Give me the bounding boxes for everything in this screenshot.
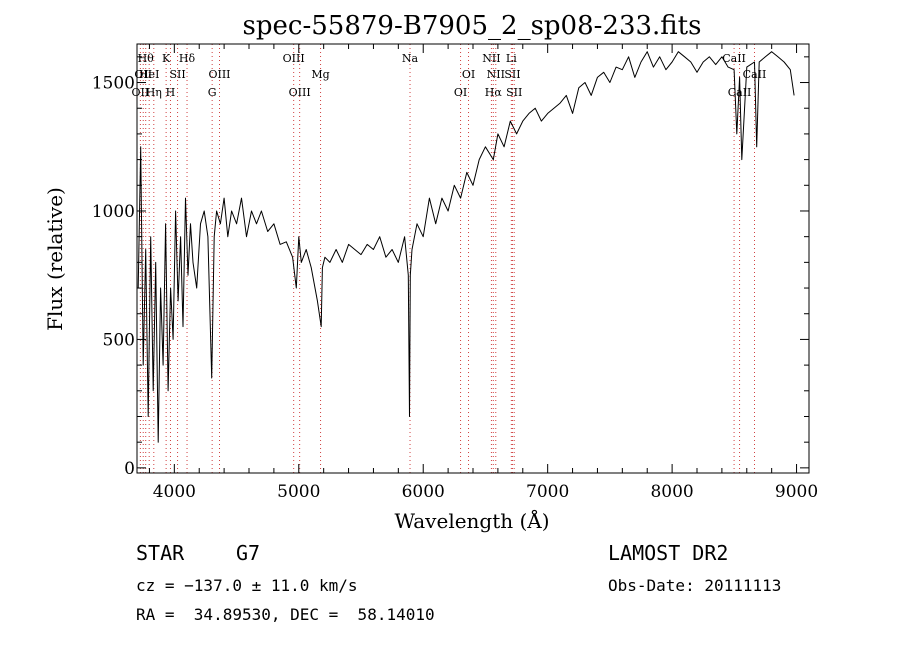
line-marker-label-12: OIII	[289, 86, 311, 99]
line-marker-label-9: G	[208, 86, 217, 99]
line-marker-label-0: OII	[132, 86, 150, 99]
x-tick-label-1: 5000	[277, 482, 320, 502]
object-subclass: G7	[236, 541, 261, 565]
line-marker-label-4: Hη	[146, 86, 162, 99]
axis-ticks	[137, 44, 809, 473]
line-marker-label-2: Hθ	[138, 52, 155, 65]
x-tick-labels: 4000 5000 6000 7000 8000 9000	[153, 482, 818, 502]
line-marker-label-1: OII	[134, 68, 152, 81]
line-marker-label-14: Na	[402, 52, 419, 65]
line-marker-label-6: H	[166, 86, 176, 99]
x-tick-label-5: 9000	[775, 482, 818, 502]
chart-title: spec-55879-B7905_2_sp08-233.fits	[243, 11, 702, 41]
line-marker-label-7: SII	[169, 68, 185, 81]
y-tick-label-1: 500	[103, 330, 135, 350]
line-markers	[139, 44, 755, 473]
line-marker-label-5: K	[162, 52, 171, 65]
line-marker-label-3: HeI	[139, 68, 159, 81]
y-tick-label-3: 1500	[92, 74, 135, 94]
x-tick-label-2: 6000	[402, 482, 445, 502]
line-marker-label-17: NII	[482, 52, 500, 65]
line-marker-label-23: CaII	[722, 52, 746, 65]
line-marker-label-19: NII	[487, 68, 505, 81]
x-tick-label-3: 7000	[526, 482, 569, 502]
plot-frame	[136, 43, 810, 474]
spectrum-series	[137, 51, 795, 443]
line-marker-label-18: Hα	[485, 86, 503, 99]
y-tick-label-0: 0	[124, 459, 135, 479]
spectrum-line-0	[137, 51, 795, 443]
x-axis-label: Wavelength (Å)	[394, 508, 549, 533]
line-marker-label-20: Li	[506, 52, 517, 65]
line-marker-label-22: SII	[506, 86, 522, 99]
line-marker-label-16: OI	[462, 68, 475, 81]
x-tick-label-0: 4000	[153, 482, 196, 502]
line-marker-label-15: OI	[454, 86, 467, 99]
line-marker-label-21: SII	[504, 68, 520, 81]
survey-label: LAMOST DR2	[608, 541, 729, 565]
line-marker-label-13: Mg	[311, 68, 329, 81]
y-tick-label-2: 1000	[92, 202, 135, 222]
y-axis-label: Flux (relative)	[43, 187, 67, 331]
coordinates: RA = 34.89530, DEC = 58.14010	[136, 605, 435, 624]
object-class: STAR	[136, 541, 185, 565]
line-marker-label-11: OIII	[283, 52, 305, 65]
line-marker-labels: OIIOIIHθHeIHηKHSIIHδGOIIIOIIIOIIIMgNaOIO…	[132, 52, 767, 99]
redshift-velocity: cz = −137.0 ± 11.0 km/s	[136, 576, 358, 595]
x-tick-label-4: 8000	[650, 482, 693, 502]
y-tick-labels: 0 500 1000 1500	[92, 74, 135, 479]
line-marker-label-10: OIII	[208, 68, 230, 81]
line-marker-label-8: Hδ	[179, 52, 196, 65]
obs-date: Obs-Date: 20111113	[608, 576, 782, 595]
